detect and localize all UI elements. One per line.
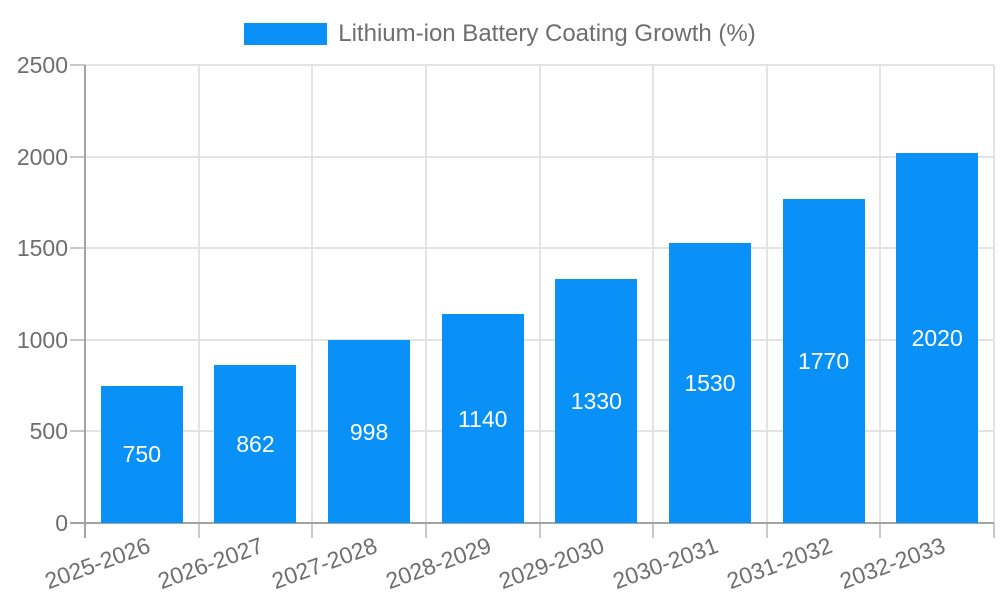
y-axis-line [84,65,86,523]
chart-legend: Lithium-ion Battery Coating Growth (%) [0,20,1000,48]
bar-value-label: 998 [349,418,389,445]
x-tick-mark [197,523,200,538]
x-tick-mark [652,523,655,538]
y-tick-label: 1500 [16,235,68,262]
x-tick-mark [424,523,427,538]
y-tick-mark [70,247,85,250]
bar-value-label: 750 [122,441,161,468]
x-tick-mark [765,523,768,538]
x-tick-mark [538,523,541,538]
x-tick-mark [84,523,86,538]
x-axis-line [85,522,994,524]
y-tick-label: 0 [55,510,68,536]
y-tick-mark [70,338,85,341]
x-tick-mark [993,523,995,538]
x-gridline [879,65,882,523]
y-tick-label: 1000 [16,326,68,353]
bar [214,365,297,523]
x-gridline [538,65,541,523]
bar [100,385,183,523]
bar [328,340,411,523]
legend-label: Lithium-ion Battery Coating Growth (%) [338,20,756,47]
x-gridline [311,65,314,523]
y-tick-label: 500 [29,418,68,445]
x-gridline [197,65,200,523]
bar-value-label: 1140 [457,405,508,432]
x-gridline [765,65,768,523]
x-gridline [652,65,655,523]
x-gridline [993,65,995,523]
x-tick-mark [311,523,314,538]
y-tick-label: 2500 [16,52,68,78]
y-tick-mark [70,522,85,524]
bar [441,314,524,523]
bar-value-label: 1770 [797,347,850,374]
bar-value-label: 1530 [684,369,736,396]
y-tick-label: 2000 [16,143,68,170]
bar-value-label: 1330 [570,388,622,415]
x-gridline [424,65,427,523]
x-tick-mark [879,523,882,538]
bar-value-label: 2020 [911,324,963,351]
y-tick-mark [70,155,85,158]
bar [555,279,638,523]
bar [782,198,865,523]
bar-value-label: 862 [236,431,275,458]
y-tick-mark [70,430,85,433]
legend-swatch [244,23,328,45]
bar [668,242,751,523]
y-tick-mark [70,64,85,66]
bar [896,152,979,523]
